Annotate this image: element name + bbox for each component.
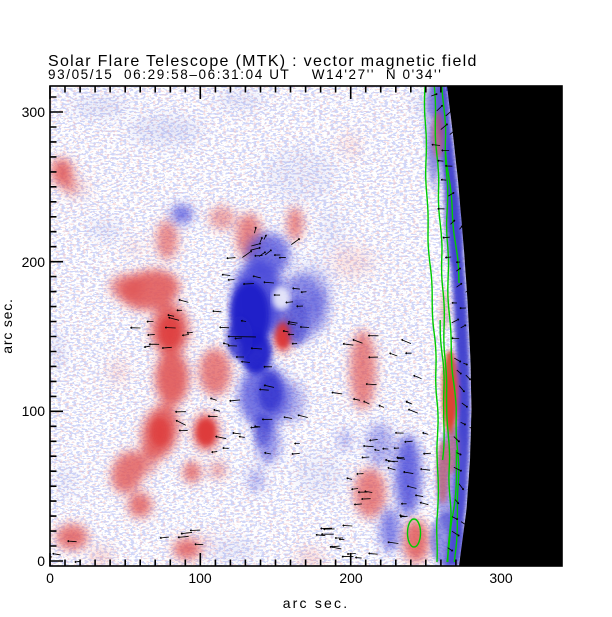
svg-text:200: 200 bbox=[22, 254, 46, 270]
svg-text:Solar Flare Telescope (MTK) :: Solar Flare Telescope (MTK) : vector mag… bbox=[48, 53, 478, 70]
svg-text:300: 300 bbox=[22, 104, 46, 120]
svg-text:200: 200 bbox=[339, 570, 363, 586]
svg-text:100: 100 bbox=[188, 570, 212, 586]
svg-text:arc sec.: arc sec. bbox=[283, 595, 350, 611]
svg-text:93/05/15 06:29:58–06:31:04 UT: 93/05/15 06:29:58–06:31:04 UT W14'27'' N… bbox=[48, 67, 442, 82]
svg-text:300: 300 bbox=[489, 570, 513, 586]
svg-text:arc sec.: arc sec. bbox=[0, 298, 15, 353]
svg-text:100: 100 bbox=[22, 403, 46, 419]
svg-text:0: 0 bbox=[46, 570, 54, 586]
svg-text:0: 0 bbox=[37, 553, 45, 569]
